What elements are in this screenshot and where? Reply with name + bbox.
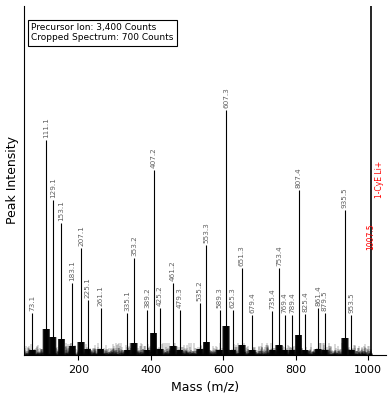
Text: 1-CyE Li+: 1-CyE Li+ — [375, 160, 384, 198]
Text: 111.1: 111.1 — [43, 118, 49, 138]
Text: 789.4: 789.4 — [289, 292, 295, 313]
Text: 679.4: 679.4 — [249, 292, 255, 313]
Text: 425.2: 425.2 — [157, 285, 163, 306]
Text: 553.3: 553.3 — [203, 223, 209, 243]
Y-axis label: Peak Intensity: Peak Intensity — [5, 136, 18, 224]
Text: 589.3: 589.3 — [216, 287, 223, 308]
Text: 825.4: 825.4 — [302, 291, 308, 312]
Text: 183.1: 183.1 — [69, 260, 75, 281]
Text: 935.5: 935.5 — [342, 188, 348, 208]
Text: 879.5: 879.5 — [322, 290, 328, 311]
Text: 407.2: 407.2 — [151, 148, 156, 168]
X-axis label: Mass (m/z): Mass (m/z) — [171, 380, 240, 393]
Text: 335.1: 335.1 — [124, 290, 131, 311]
Text: 769.4: 769.4 — [282, 292, 288, 313]
Text: 1007.5: 1007.5 — [367, 224, 376, 250]
Text: 207.1: 207.1 — [78, 225, 84, 246]
Text: 953.5: 953.5 — [348, 292, 354, 313]
Text: 735.4: 735.4 — [269, 288, 276, 309]
Text: 807.4: 807.4 — [296, 168, 301, 188]
Text: 753.4: 753.4 — [276, 245, 282, 266]
Text: 389.2: 389.2 — [144, 287, 150, 308]
Text: 607.3: 607.3 — [223, 88, 229, 109]
Text: 225.1: 225.1 — [85, 277, 91, 298]
Text: 153.1: 153.1 — [58, 200, 64, 221]
Text: 479.3: 479.3 — [177, 287, 183, 308]
Text: 353.2: 353.2 — [131, 235, 137, 256]
Text: 73.1: 73.1 — [29, 294, 36, 311]
Text: 535.2: 535.2 — [197, 280, 203, 301]
Text: 261.1: 261.1 — [98, 285, 103, 306]
Text: Precursor Ion: 3,400 Counts
Cropped Spectrum: 700 Counts: Precursor Ion: 3,400 Counts Cropped Spec… — [31, 23, 174, 42]
Text: 129.1: 129.1 — [50, 178, 56, 198]
Text: 861.4: 861.4 — [315, 285, 321, 306]
Text: 651.3: 651.3 — [239, 245, 245, 266]
Text: 625.3: 625.3 — [230, 287, 236, 308]
Text: 461.2: 461.2 — [170, 260, 176, 281]
